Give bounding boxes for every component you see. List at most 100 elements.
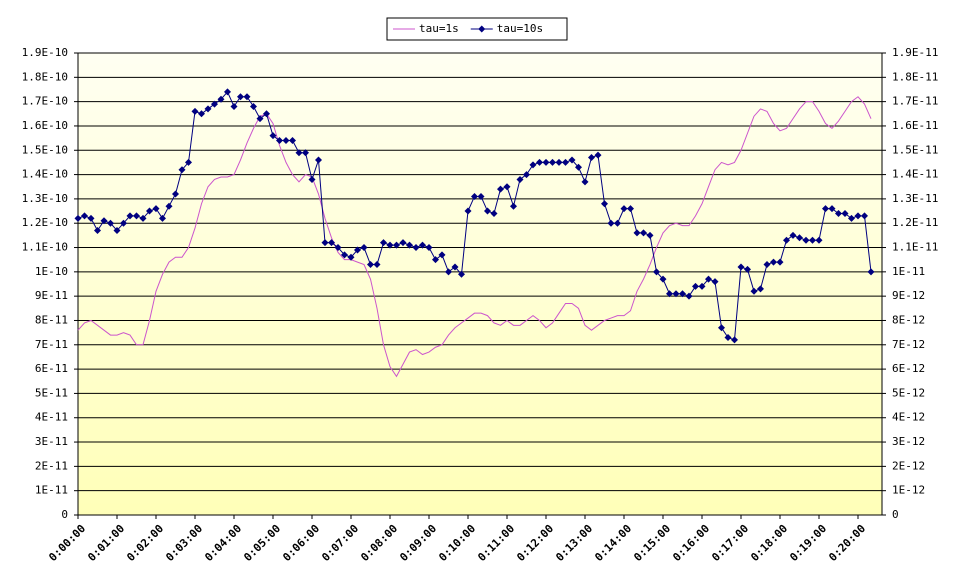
marker: [653, 268, 660, 276]
marker: [828, 205, 836, 213]
y2-tick-label: 1.6E-11: [892, 119, 938, 132]
y-tick-label: 6E-11: [35, 362, 68, 375]
x-tick-label: 0:11:00: [475, 522, 517, 564]
marker: [633, 229, 641, 237]
x-tick-label: 0:01:00: [85, 522, 127, 564]
marker: [191, 107, 199, 115]
marker: [640, 229, 647, 237]
marker: [347, 253, 355, 261]
marker: [94, 227, 101, 235]
y2-tick-label: 1E-12: [892, 484, 925, 497]
y2-tick-label: 7E-12: [892, 338, 925, 351]
plot-area: [77, 52, 883, 516]
marker: [575, 163, 582, 171]
marker: [815, 236, 823, 244]
y-tick-label: 8E-11: [35, 313, 68, 326]
x-tick-label: 0:12:00: [514, 522, 556, 564]
x-tick-label: 0:16:00: [670, 522, 712, 564]
marker: [308, 175, 316, 183]
marker: [406, 241, 413, 249]
marker: [490, 209, 498, 217]
y2-tick-label: 1.1E-11: [892, 241, 938, 254]
marker: [295, 149, 303, 157]
marker: [328, 239, 335, 247]
marker: [497, 185, 504, 193]
x-tick-label: 0:02:00: [124, 522, 166, 564]
marker: [360, 244, 368, 252]
y-tick-label: 1.9E-10: [22, 46, 68, 59]
y2-tick-label: 1.7E-11: [892, 95, 938, 108]
y-tick-label: 1.5E-10: [22, 143, 68, 156]
marker: [601, 200, 608, 208]
x-tick-label: 0:10:00: [436, 522, 478, 564]
marker: [451, 263, 459, 271]
marker: [393, 241, 400, 249]
marker: [250, 102, 257, 110]
legend-label: tau=1s: [419, 22, 459, 35]
marker: [568, 156, 576, 164]
x-tick-label: 0:14:00: [592, 522, 634, 564]
marker: [692, 282, 699, 290]
marker: [354, 246, 361, 254]
marker: [588, 154, 595, 162]
marker: [87, 214, 95, 222]
marker: [627, 205, 634, 213]
marker: [536, 158, 543, 166]
marker: [224, 88, 231, 96]
marker: [867, 268, 875, 276]
y-tick-label: 2E-11: [35, 459, 68, 472]
y-tick-label: 5E-11: [35, 386, 68, 399]
marker: [685, 292, 693, 300]
marker: [334, 244, 342, 252]
y2-tick-label: 1.2E-11: [892, 216, 938, 229]
y-tick-label: 9E-11: [35, 289, 68, 302]
legend-label: tau=10s: [497, 22, 543, 35]
marker: [679, 290, 686, 298]
marker: [165, 202, 173, 210]
marker: [770, 258, 777, 266]
marker: [607, 219, 615, 227]
marker: [646, 231, 654, 239]
legend-marker: [478, 25, 486, 33]
y2-tick-label: 1.5E-11: [892, 143, 938, 156]
marker: [484, 207, 491, 215]
marker: [614, 219, 621, 227]
marker: [256, 115, 264, 123]
marker: [302, 149, 309, 157]
marker: [510, 202, 517, 210]
marker: [230, 102, 238, 110]
marker: [458, 270, 465, 278]
marker: [380, 239, 387, 247]
y2-tick-label: 1.3E-11: [892, 192, 938, 205]
y-tick-label: 1E-11: [35, 484, 68, 497]
y-tick-label: 4E-11: [35, 411, 68, 424]
marker: [321, 239, 329, 247]
marker: [471, 192, 478, 200]
marker: [139, 214, 147, 222]
y-tick-label: 0: [61, 508, 68, 521]
marker: [178, 166, 186, 174]
marker: [152, 205, 160, 213]
x-tick-label: 0:18:00: [748, 522, 790, 564]
y2-tick-label: 9E-12: [892, 289, 925, 302]
x-tick-label: 0:20:00: [826, 522, 868, 564]
marker: [74, 214, 82, 222]
y-tick-label: 7E-11: [35, 338, 68, 351]
marker: [81, 212, 88, 220]
marker: [477, 192, 485, 200]
x-tick-label: 0:00:00: [46, 522, 88, 564]
marker: [789, 231, 797, 239]
marker: [718, 324, 725, 332]
marker: [100, 217, 108, 225]
y-tick-label: 3E-11: [35, 435, 68, 448]
marker: [263, 110, 270, 118]
series-line: [77, 96, 872, 378]
y-tick-label: 1.4E-10: [22, 168, 68, 181]
y2-tick-label: 8E-12: [892, 313, 925, 326]
marker: [282, 137, 290, 145]
marker: [367, 261, 374, 269]
marker: [503, 183, 511, 191]
y-tick-label: 1.6E-10: [22, 119, 68, 132]
marker: [744, 265, 751, 273]
